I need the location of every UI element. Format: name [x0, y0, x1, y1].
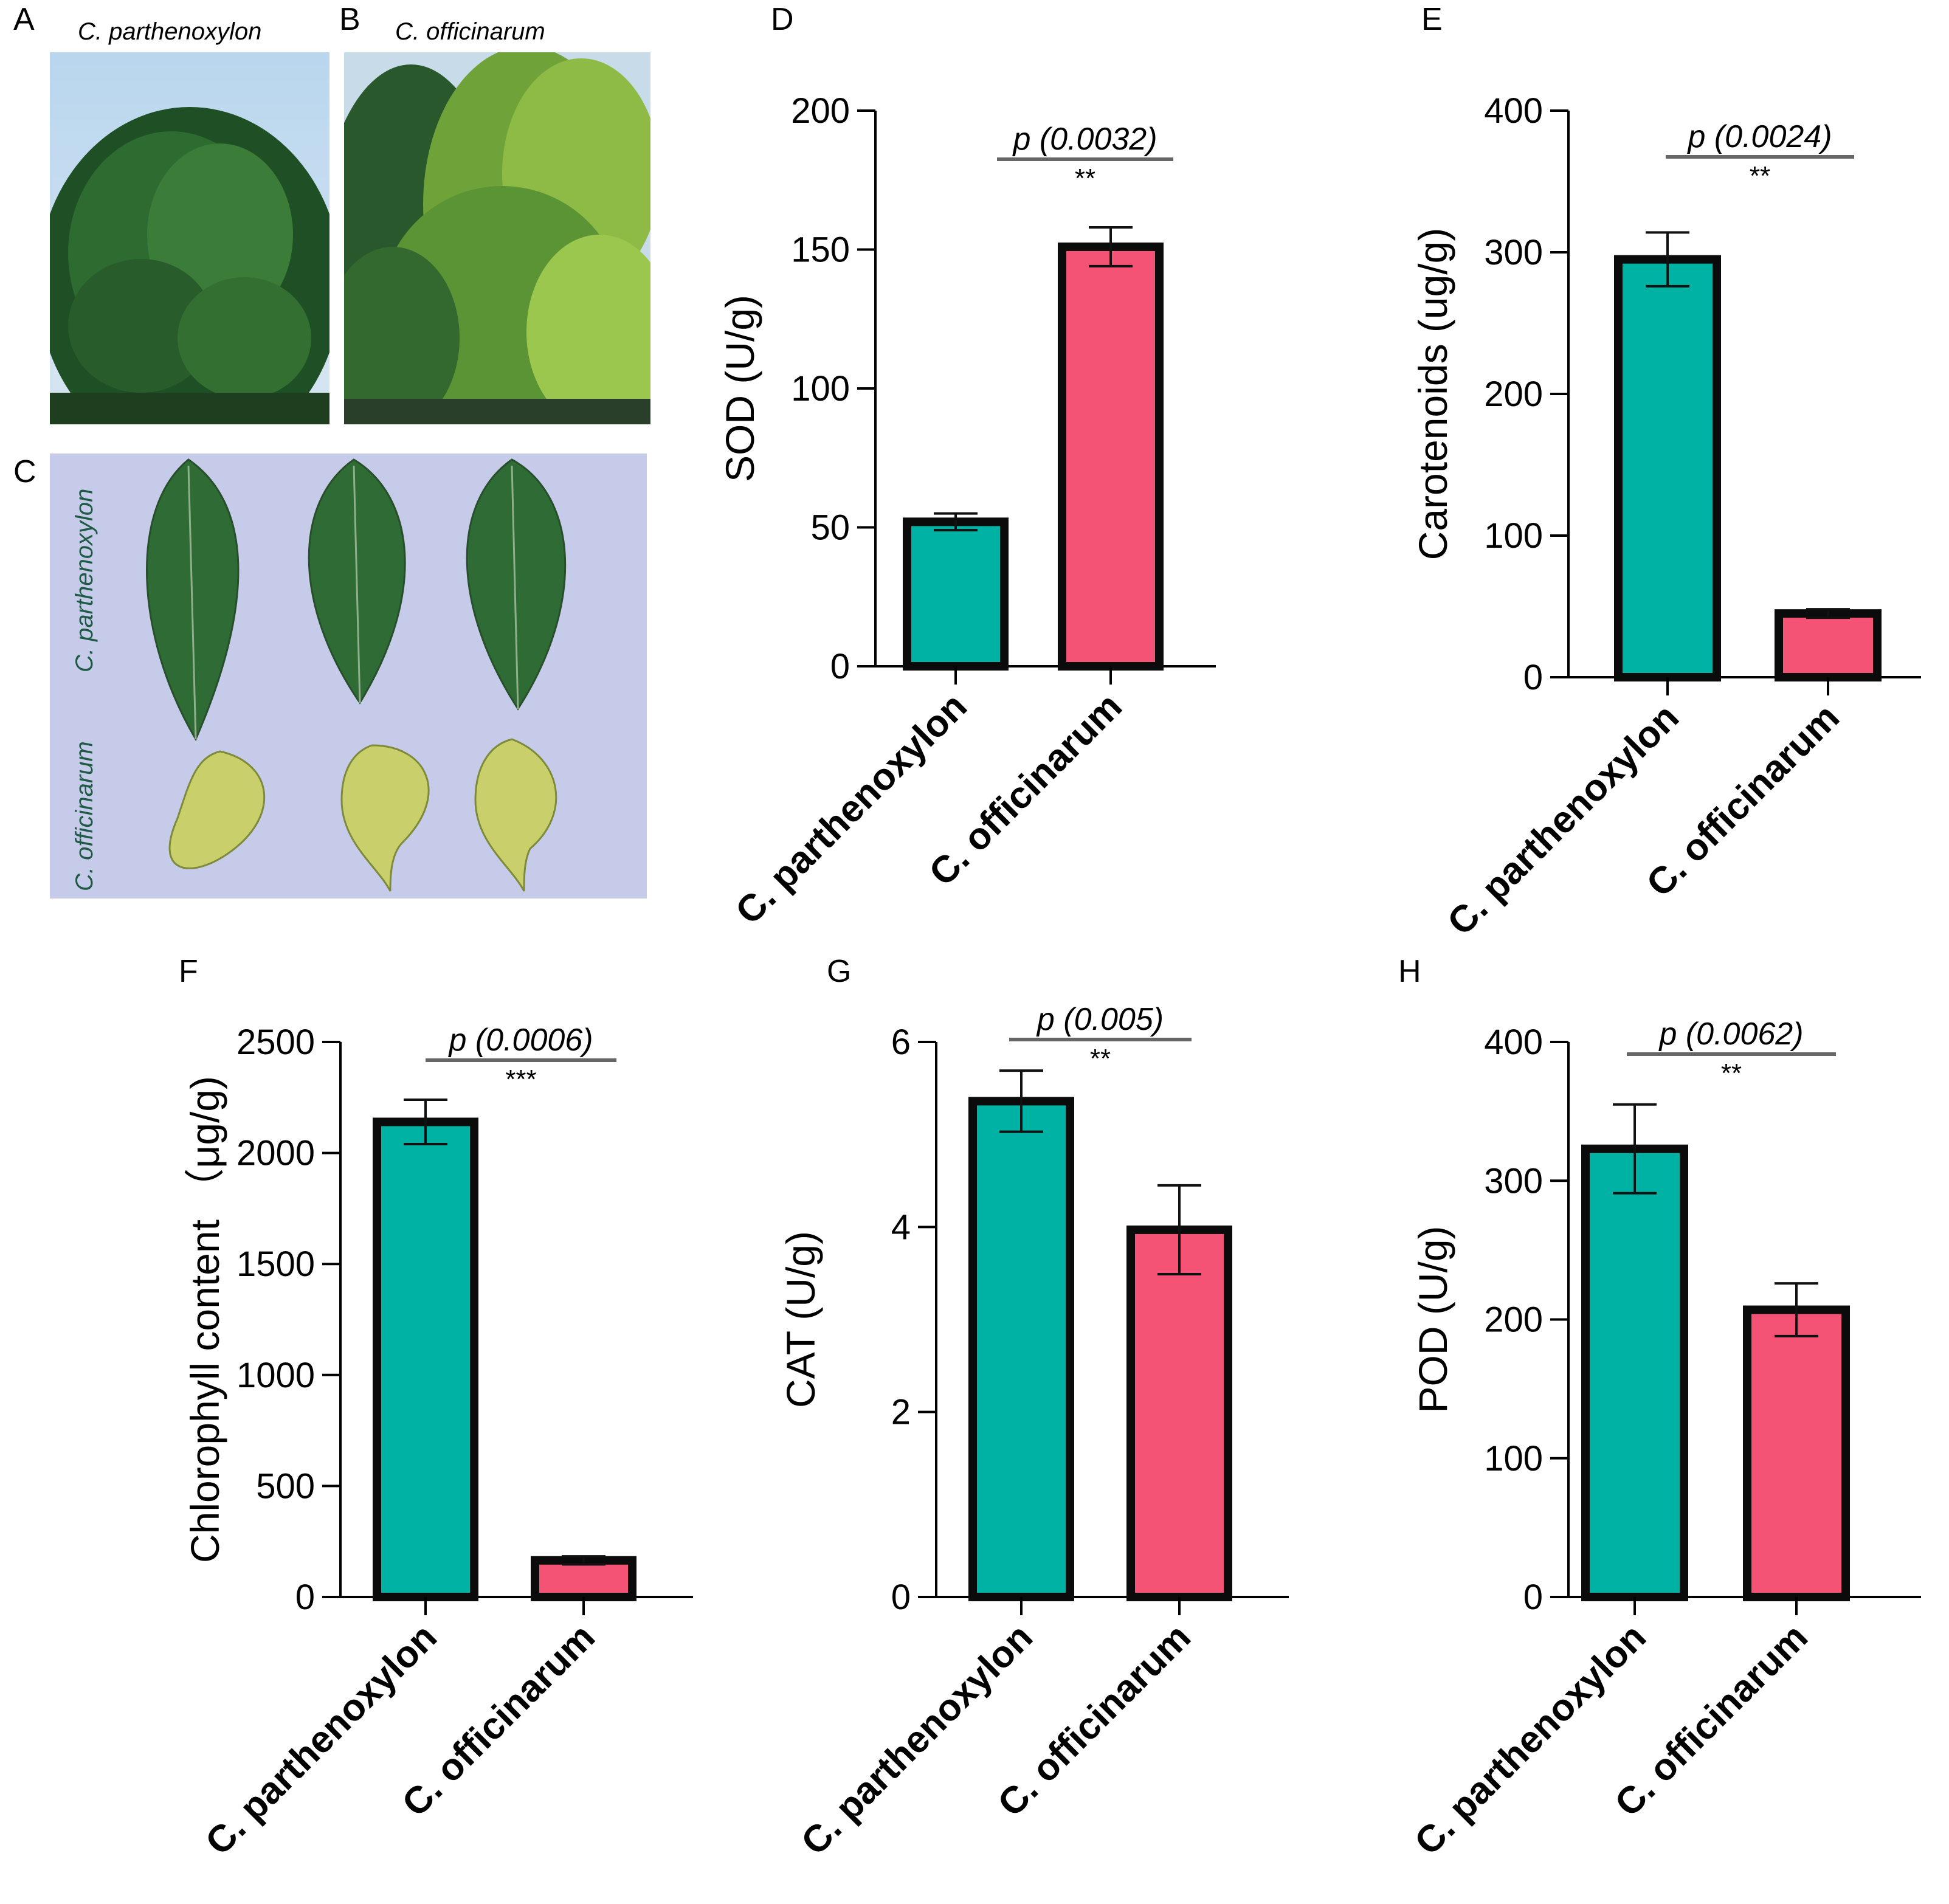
bar-parthenoxylon: [968, 1097, 1074, 1602]
y-tick-label: 400: [1484, 1023, 1543, 1062]
y-tick-label: 100: [791, 369, 850, 409]
photo-b-caption: C. officinarum: [395, 18, 545, 45]
panel-label-g: G: [827, 954, 852, 989]
bar-officinarum: [1058, 242, 1164, 671]
y-tick-label: 0: [830, 647, 850, 686]
p-value-label: p (0.005): [1036, 1002, 1164, 1037]
panel-label-e: E: [1421, 2, 1443, 37]
chart-g: 0 2 4 6 CAT (U/g) C. parthenoxylon C. officina…: [754, 997, 1325, 1904]
panel-label-f: F: [179, 954, 198, 989]
panel-label-d: D: [771, 2, 794, 37]
panel-label-b: B: [339, 2, 360, 37]
category-label: C. parthenoxylon: [793, 1616, 1041, 1863]
y-tick-label: 100: [1484, 516, 1543, 556]
chart-h: 0 100 200 300 400 POD (U/g) C. parthenoxylon C.…: [1325, 997, 1949, 1904]
photo-a-caption: C. parthenoxylon: [78, 18, 262, 45]
bar-officinarum: [531, 1556, 636, 1602]
category-label: C. parthenoxylon: [1407, 1616, 1654, 1863]
bar-officinarum: [1743, 1305, 1850, 1602]
y-axis-label: SOD (U/g): [717, 295, 762, 482]
panel-label-a: A: [13, 2, 35, 37]
bar-officinarum: [1775, 609, 1882, 682]
y-tick-label: 4: [891, 1207, 911, 1247]
y-tick-label: 200: [1484, 1300, 1543, 1340]
chart-d: 0 50 100 150 200 SOD (U/g) C. parthenoxylon C. …: [657, 36, 1264, 948]
y-tick-label: 1000: [236, 1356, 315, 1395]
y-tick-label: 50: [810, 508, 850, 548]
p-value-label: p (0.0062): [1658, 1016, 1803, 1052]
y-tick-label: 0: [891, 1578, 911, 1617]
y-tick-label: 200: [791, 91, 850, 131]
bar-parthenoxylon: [903, 517, 1009, 671]
significance-stars: **: [1090, 1044, 1111, 1074]
significance-stars: **: [1721, 1058, 1742, 1088]
y-tick-label: 200: [1484, 374, 1543, 414]
bar-parthenoxylon: [1581, 1144, 1688, 1601]
y-tick-label: 0: [295, 1578, 315, 1617]
y-tick-label: 2: [891, 1393, 911, 1432]
y-tick-label: 2500: [236, 1023, 315, 1062]
y-tick-label: 400: [1484, 91, 1543, 131]
y-tick-label: 100: [1484, 1439, 1543, 1478]
y-axis-label: Chlorophyll content （μg/g): [182, 1076, 227, 1563]
significance-stars: **: [1750, 161, 1770, 191]
photo-c-leaves: C. parthenoxylon C. officinarum: [50, 454, 647, 899]
y-tick-label: 0: [1523, 1578, 1543, 1617]
photo-c-label-top: C. parthenoxylon: [71, 489, 98, 672]
photo-a-tree: [50, 52, 329, 424]
y-tick-label: 150: [791, 230, 850, 270]
panel-label-h: H: [1398, 954, 1421, 989]
y-tick-label: 1500: [236, 1244, 315, 1284]
category-label: C. parthenoxylon: [728, 685, 975, 933]
significance-stars: ***: [505, 1064, 536, 1094]
y-tick-label: 500: [256, 1466, 315, 1506]
p-value-label: p (0.0032): [1012, 122, 1157, 157]
y-axis-label: POD (U/g): [1410, 1226, 1455, 1413]
chart-e: 0 100 200 300 400 Carotenoids (ug/g) C. parthe…: [1325, 36, 1949, 948]
chart-f: 0 500 1000 1500 2000 2500 Chlorophyll content …: [109, 997, 717, 1904]
y-tick-label: 300: [1484, 233, 1543, 272]
category-label: C. parthenoxylon: [1440, 696, 1687, 943]
significance-stars: **: [1075, 164, 1095, 193]
p-value-label: p (0.0006): [447, 1023, 593, 1058]
y-tick-label: 2000: [236, 1134, 315, 1173]
photo-c-label-bottom: C. officinarum: [71, 741, 98, 891]
y-tick-label: 300: [1484, 1161, 1543, 1201]
category-label: C. parthenoxylon: [198, 1616, 445, 1863]
bar-parthenoxylon: [373, 1117, 478, 1602]
y-axis-label: Carotenoids (ug/g): [1410, 228, 1455, 561]
y-axis-label: CAT (U/g): [778, 1231, 823, 1408]
bar-officinarum: [1126, 1225, 1232, 1602]
photo-b-trees: [344, 52, 650, 424]
y-tick-label: 6: [891, 1023, 911, 1062]
bar-parthenoxylon: [1614, 255, 1721, 681]
panel-label-c: C: [13, 454, 36, 489]
y-tick-label: 0: [1523, 658, 1543, 697]
p-value-label: p (0.0024): [1686, 119, 1832, 154]
